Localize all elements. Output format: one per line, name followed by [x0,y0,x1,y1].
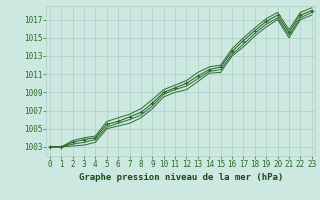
X-axis label: Graphe pression niveau de la mer (hPa): Graphe pression niveau de la mer (hPa) [79,173,283,182]
